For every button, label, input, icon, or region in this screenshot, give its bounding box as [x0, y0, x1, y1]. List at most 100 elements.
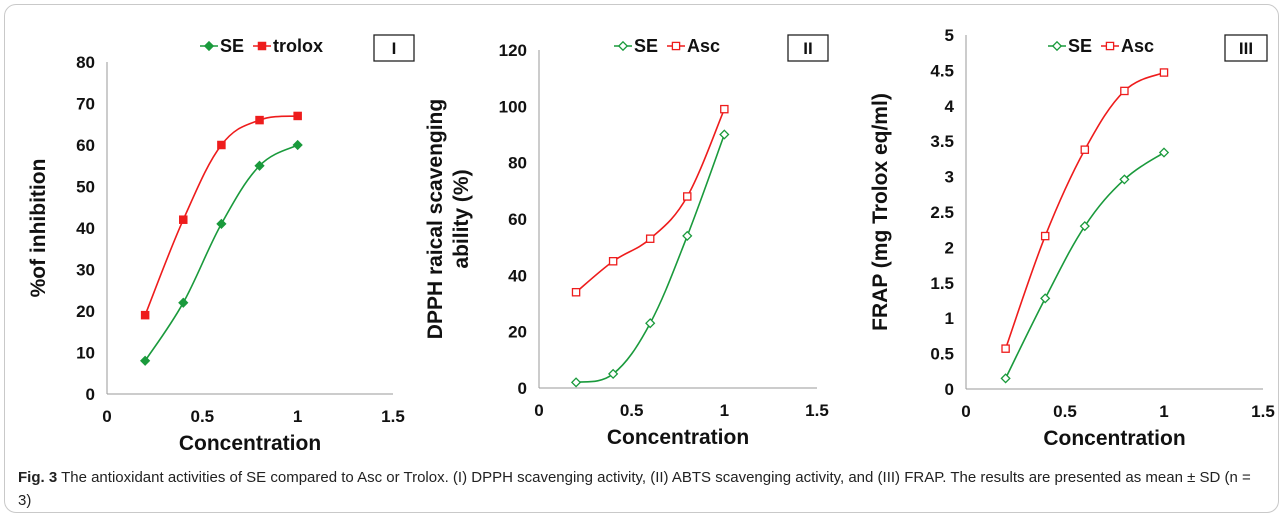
data-point-asc: [1001, 344, 1010, 353]
series-line-trolox: [144, 115, 298, 316]
caption-text: The antioxidant activities of SE compare…: [18, 469, 1251, 509]
data-point-trolox: [140, 310, 150, 320]
y-tick-label: 50: [76, 178, 95, 197]
legend-marker: [1051, 40, 1063, 52]
data-point-asc: [1159, 68, 1169, 77]
legend-entry-se: SE: [634, 36, 658, 56]
y-axis-label: %of inhibition: [27, 159, 50, 298]
series-line-se: [144, 144, 299, 362]
series-line-asc: [575, 108, 726, 293]
data-point-se: [682, 230, 693, 242]
caption-label: Fig. 3: [18, 469, 58, 486]
y-tick-label: 2.5: [930, 203, 954, 222]
y-tick-label: 60: [508, 210, 527, 229]
y-axis-label: ability (%): [450, 169, 473, 268]
data-point-se: [570, 377, 582, 388]
y-tick-label: 80: [76, 53, 95, 72]
data-point-se: [178, 297, 189, 308]
y-tick-label: 120: [499, 41, 527, 60]
series-line-asc: [1004, 71, 1165, 349]
y-tick-label: 1: [945, 309, 954, 328]
y-tick-label: 80: [508, 154, 527, 173]
panel-label-box: [1224, 34, 1268, 62]
x-axis-label: Concentration: [607, 426, 749, 449]
y-tick-label: 1.5: [930, 274, 954, 293]
y-tick-label: 0.5: [930, 345, 954, 364]
y-tick-label: 100: [499, 97, 527, 116]
data-point-asc: [720, 104, 729, 114]
legend-entry-se: SE: [220, 36, 244, 56]
legend-marker: [1105, 41, 1115, 51]
data-point-se: [1079, 221, 1090, 232]
data-point-asc: [1080, 145, 1090, 154]
data-point-asc: [683, 192, 692, 201]
y-tick-label: 60: [76, 136, 95, 155]
x-tick-label: 1.5: [1251, 402, 1275, 421]
x-tick-label: 1: [720, 401, 729, 420]
x-tick-label: 1.5: [805, 401, 829, 420]
panel-label: I: [392, 39, 397, 58]
y-tick-label: 3: [945, 168, 954, 187]
series-line-se: [1004, 151, 1165, 379]
data-point-se: [292, 139, 303, 151]
data-point-se: [719, 129, 730, 140]
data-point-asc: [571, 287, 581, 297]
legend-marker: [617, 40, 629, 52]
data-point-se: [608, 368, 619, 380]
legend-entry-asc: Asc: [1121, 36, 1154, 56]
y-axis-label: FRAP (mg Trolox eq/ml): [869, 93, 892, 331]
y-tick-label: 20: [508, 323, 527, 342]
x-tick-label: 0.5: [191, 407, 215, 426]
data-point-se: [140, 355, 151, 366]
data-point-se: [1119, 174, 1130, 185]
data-point-se: [254, 160, 265, 171]
figure-caption: Fig. 3 The antioxidant activities of SE …: [18, 466, 1268, 512]
data-point-se: [645, 318, 656, 329]
data-point-trolox: [255, 115, 264, 125]
y-axis-label: DPPH raical scavenging: [424, 99, 447, 339]
data-point-se: [1158, 147, 1170, 158]
panel-label: III: [1239, 39, 1253, 58]
y-tick-label: 4.5: [930, 61, 954, 80]
y-tick-label: 2: [945, 238, 954, 257]
data-point-se: [216, 218, 227, 229]
data-point-trolox: [293, 111, 302, 121]
y-tick-label: 3.5: [930, 132, 954, 151]
data-point-asc: [1040, 231, 1050, 241]
legend-marker: [203, 40, 215, 52]
x-tick-label: 1: [1159, 402, 1168, 421]
data-point-se: [1000, 373, 1011, 384]
legend-entry-asc: Asc: [687, 36, 720, 56]
y-tick-label: 70: [76, 95, 95, 114]
y-tick-label: 0: [518, 379, 527, 398]
x-tick-label: 0: [961, 402, 970, 421]
x-axis-label: Concentration: [1043, 427, 1185, 450]
panel-label: II: [803, 39, 812, 58]
y-tick-label: 40: [76, 219, 95, 238]
y-tick-label: 0: [945, 380, 954, 399]
x-tick-label: 0.5: [620, 401, 644, 420]
y-tick-label: 4: [945, 97, 955, 116]
y-tick-label: 10: [76, 344, 95, 363]
x-tick-label: 0.5: [1053, 402, 1077, 421]
x-axis-label: Concentration: [179, 432, 321, 455]
series-line-se: [575, 134, 726, 384]
data-point-asc: [608, 256, 618, 266]
data-point-asc: [645, 234, 655, 243]
legend-entry-trolox: trolox: [273, 36, 323, 56]
y-tick-label: 0: [86, 385, 95, 404]
panel-label-box: [373, 34, 415, 62]
x-tick-label: 1.5: [381, 407, 405, 426]
y-tick-label: 40: [508, 266, 527, 285]
chart-panel-ii: 0 20 40 60 80 100 120 0 0.5 1 1.5 Concentration DPPH…: [424, 34, 829, 449]
data-point-asc: [1120, 86, 1129, 96]
data-point-trolox: [217, 140, 226, 150]
x-tick-label: 1: [293, 407, 302, 426]
y-tick-label: 30: [76, 261, 95, 280]
panel-label-box: [787, 34, 829, 62]
chart-panel-i: 0 10 20 30 40 50 60 70 80 0 0.5 1 1.5 Concentration %o…: [27, 34, 415, 455]
y-tick-label: 5: [945, 26, 954, 45]
data-point-trolox: [179, 215, 188, 224]
data-point-se: [1040, 293, 1051, 304]
